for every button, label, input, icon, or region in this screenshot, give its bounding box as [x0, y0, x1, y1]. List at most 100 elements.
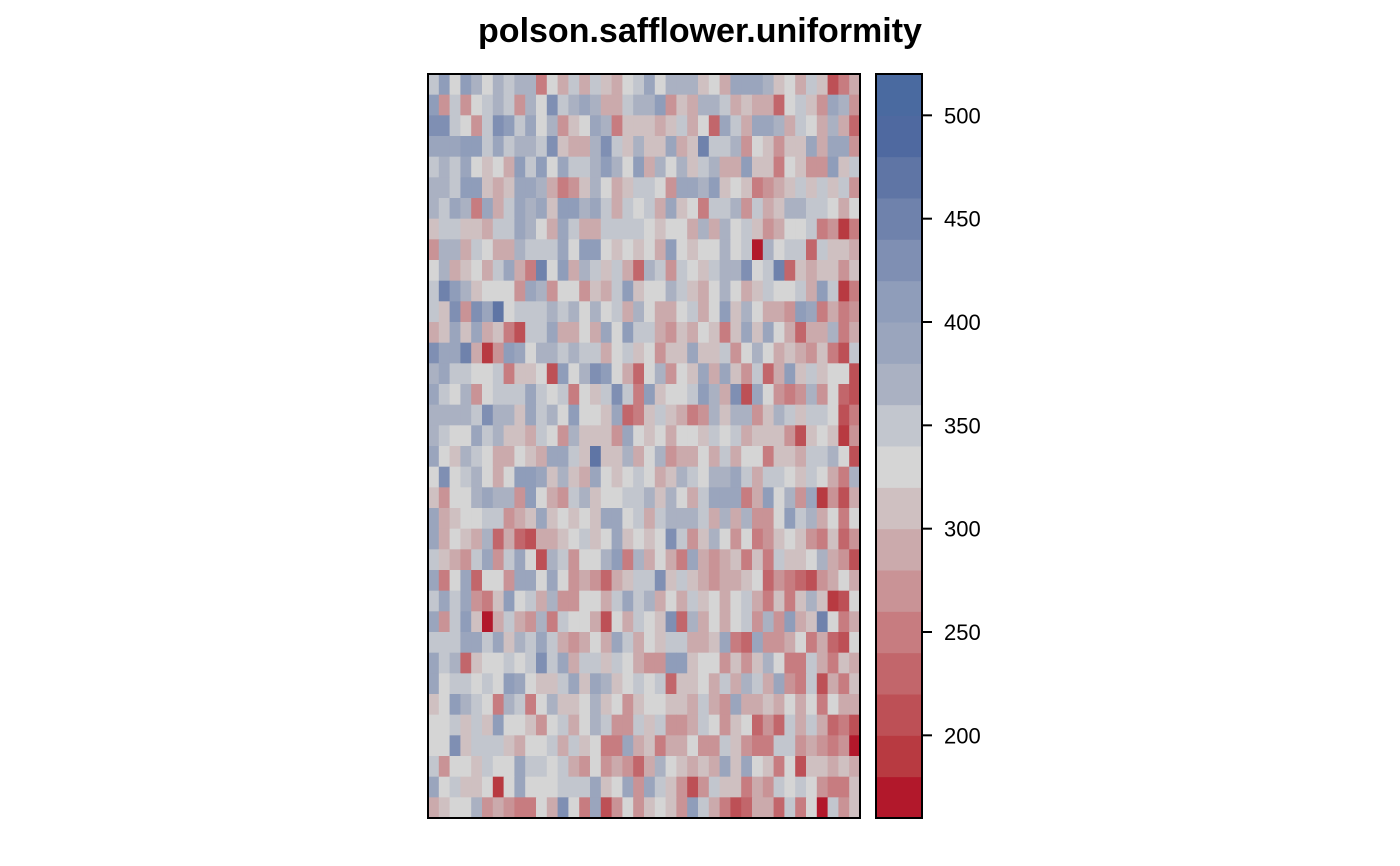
heatmap-cell [654, 136, 667, 158]
colorbar-segment [876, 322, 922, 364]
heatmap-cell [816, 797, 829, 819]
heatmap-cell [838, 342, 850, 364]
heatmap-cell [633, 404, 645, 426]
heatmap-cell [438, 776, 451, 798]
heatmap-cell [849, 425, 861, 447]
heatmap-cell [762, 115, 775, 137]
heatmap-cell [633, 652, 645, 674]
heatmap-cell [568, 446, 580, 468]
heatmap-cell [730, 756, 742, 778]
heatmap-cell [849, 301, 861, 323]
heatmap-cell [503, 673, 515, 695]
heatmap-cell [676, 694, 688, 716]
heatmap-cell [806, 466, 818, 488]
heatmap-cell [730, 74, 742, 96]
heatmap-cell [471, 714, 483, 736]
heatmap-cell [568, 776, 580, 798]
heatmap-cell [730, 115, 742, 137]
heatmap-cell [816, 322, 829, 344]
heatmap-cell [827, 487, 839, 509]
heatmap-cell [622, 652, 634, 674]
colorbar-tick-label: 450 [944, 207, 981, 232]
heatmap-cell [568, 425, 580, 447]
heatmap-cell [816, 632, 829, 654]
heatmap-cell [849, 487, 861, 509]
heatmap-cell [827, 776, 839, 798]
heatmap-cell [806, 652, 818, 674]
heatmap-cell [514, 632, 526, 654]
heatmap-cell [698, 694, 710, 716]
heatmap-cell [773, 632, 785, 654]
heatmap-cell [838, 280, 850, 302]
heatmap-cell [460, 322, 472, 344]
heatmap-cell [806, 301, 818, 323]
heatmap-cell [579, 673, 591, 695]
heatmap-cell [428, 322, 440, 344]
heatmap-cell [546, 177, 559, 199]
heatmap-cell [784, 177, 796, 199]
heatmap-cell [773, 446, 785, 468]
heatmap-cell [849, 466, 861, 488]
heatmap-cell [849, 363, 861, 385]
heatmap-cell [482, 756, 494, 778]
heatmap-cell [676, 611, 688, 633]
heatmap-cell [752, 714, 764, 736]
heatmap-cell [438, 322, 451, 344]
heatmap-cell [687, 528, 699, 550]
heatmap-cell [611, 776, 623, 798]
heatmap-cell [644, 425, 656, 447]
heatmap-cell [752, 508, 764, 530]
heatmap-cell [719, 776, 731, 798]
heatmap-cell [644, 74, 656, 96]
colorbar [876, 74, 922, 819]
heatmap-cell [557, 136, 569, 158]
heatmap-cell [849, 714, 861, 736]
heatmap-cell [633, 301, 645, 323]
heatmap-cell [654, 652, 667, 674]
heatmap-cell [644, 508, 656, 530]
heatmap-cell [482, 280, 494, 302]
heatmap-cell [428, 590, 440, 612]
heatmap-cell [579, 797, 591, 819]
heatmap-cell [460, 384, 472, 406]
heatmap-cell [568, 549, 580, 571]
heatmap-cell [471, 301, 483, 323]
heatmap-cell [849, 446, 861, 468]
heatmap-cell [590, 508, 602, 530]
heatmap-cell [644, 136, 656, 158]
heatmap-cell [611, 590, 623, 612]
heatmap-cell [557, 446, 569, 468]
heatmap-cell [579, 156, 591, 178]
heatmap-cell [762, 404, 775, 426]
heatmap-cell [806, 177, 818, 199]
heatmap-cell [633, 74, 645, 96]
heatmap-cell [838, 611, 850, 633]
heatmap-cell [752, 363, 764, 385]
heatmap-cell [492, 611, 505, 633]
heatmap-cell [762, 466, 775, 488]
heatmap-cell [546, 74, 559, 96]
heatmap-cell [719, 611, 731, 633]
chart-title: polson.safflower.uniformity [478, 12, 922, 50]
heatmap-cell [838, 425, 850, 447]
heatmap-cell [687, 632, 699, 654]
heatmap-cell [600, 652, 613, 674]
heatmap-cell [762, 735, 775, 757]
heatmap-cell [795, 735, 807, 757]
colorbar-segment [876, 74, 922, 116]
heatmap-cell [600, 136, 613, 158]
heatmap-cell [568, 177, 580, 199]
heatmap-cell [806, 404, 818, 426]
heatmap-cell [676, 632, 688, 654]
heatmap-cell [719, 652, 731, 674]
heatmap-cell [762, 260, 775, 282]
heatmap-cell [633, 239, 645, 261]
heatmap-cell [600, 508, 613, 530]
heatmap-cell [849, 239, 861, 261]
heatmap-cell [708, 363, 721, 385]
heatmap-cell [600, 673, 613, 695]
heatmap-cell [806, 239, 818, 261]
heatmap-cell [654, 797, 667, 819]
heatmap-cell [546, 508, 559, 530]
heatmap-cell [741, 280, 753, 302]
